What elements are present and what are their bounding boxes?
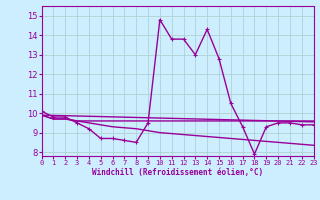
X-axis label: Windchill (Refroidissement éolien,°C): Windchill (Refroidissement éolien,°C) [92, 168, 263, 177]
